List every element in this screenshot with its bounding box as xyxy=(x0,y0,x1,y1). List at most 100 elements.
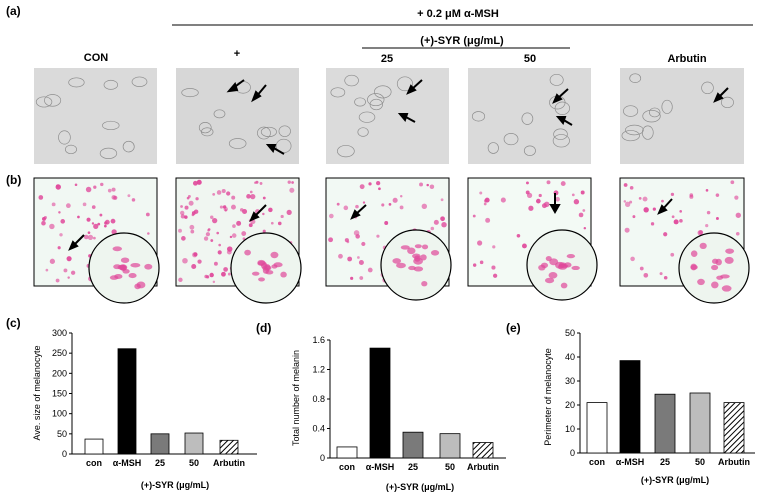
arrow-icon xyxy=(350,204,367,220)
inset-cell xyxy=(699,242,707,250)
stained-cell xyxy=(213,261,218,266)
stained-cell xyxy=(268,207,273,213)
stained-cell xyxy=(145,212,150,217)
inset-cell xyxy=(407,247,416,255)
stained-cell xyxy=(223,267,228,272)
cell-outline xyxy=(373,85,392,99)
stained-cell xyxy=(262,229,266,233)
stained-cell xyxy=(111,187,116,192)
stained-cell xyxy=(440,216,445,222)
stained-cell xyxy=(232,224,236,228)
stained-cell xyxy=(83,234,89,240)
y-tick-label: 30 xyxy=(565,376,575,386)
stained-cell xyxy=(193,209,199,214)
stained-cell xyxy=(440,198,444,202)
y-tick-label: 0.4 xyxy=(312,424,325,434)
stained-cell xyxy=(218,243,222,247)
cell-outline xyxy=(99,147,118,159)
stained-cell xyxy=(231,195,236,200)
inset-cell xyxy=(136,281,146,289)
stained-cell xyxy=(178,228,182,233)
stained-cell xyxy=(259,182,263,185)
inset-cell xyxy=(273,262,283,268)
stained-cell xyxy=(560,181,566,187)
stained-cell xyxy=(492,273,498,278)
stained-cell xyxy=(368,182,372,186)
panel-label-a: (a) xyxy=(6,4,21,18)
cell-outline xyxy=(44,94,62,107)
stained-cell xyxy=(632,215,636,219)
stained-cell xyxy=(60,219,66,224)
stained-cell xyxy=(573,199,580,205)
stained-cell xyxy=(97,222,101,226)
stained-cell xyxy=(111,195,117,200)
inset-cell xyxy=(130,262,141,268)
stained-cell xyxy=(624,201,631,207)
stained-cell xyxy=(227,272,231,276)
bar-2 xyxy=(654,393,676,454)
inset-cell xyxy=(697,278,705,286)
stained-cell xyxy=(242,209,248,215)
stained-cell xyxy=(49,223,55,230)
stained-cell xyxy=(49,258,56,264)
stained-cell xyxy=(392,197,398,203)
stained-cell xyxy=(180,205,183,208)
stained-cell xyxy=(182,257,188,264)
stained-cell xyxy=(82,202,87,207)
y-tick-label: 0.8 xyxy=(312,394,325,404)
cell-outline xyxy=(257,126,271,140)
arrow-icon xyxy=(657,198,673,215)
cell-outline xyxy=(181,88,199,98)
stained-cell xyxy=(131,198,136,202)
stained-cell xyxy=(231,204,236,210)
panel-label-b: (b) xyxy=(6,173,21,187)
y-axis-title: Total number of melanin xyxy=(291,350,301,446)
stained-cell xyxy=(399,195,403,198)
y-tick-label: 20 xyxy=(565,400,575,410)
y-tick-label: 0 xyxy=(320,453,325,463)
inset-cell xyxy=(690,264,698,270)
stained-cell xyxy=(679,219,683,223)
category-label: con xyxy=(86,458,102,468)
micrograph-a-50 xyxy=(468,68,591,164)
stained-cell xyxy=(63,268,68,273)
inset-cell xyxy=(545,255,552,262)
bar-2 xyxy=(402,431,424,459)
inset-cell xyxy=(257,261,267,267)
stained-cell xyxy=(735,212,741,218)
y-tick-label: 100 xyxy=(52,409,67,419)
stained-cell xyxy=(689,193,694,197)
category-label: α-MSH xyxy=(616,457,645,467)
category-label: 25 xyxy=(660,457,670,467)
inset-cell xyxy=(392,258,402,264)
stained-cell xyxy=(248,223,253,228)
bar-1 xyxy=(619,360,641,454)
cell-outline xyxy=(337,145,355,158)
stained-cell xyxy=(624,227,630,233)
stained-cell xyxy=(715,193,720,197)
stained-cell xyxy=(483,202,487,206)
stained-cell xyxy=(196,179,202,185)
stained-cell xyxy=(195,197,199,201)
arrow-icon xyxy=(68,234,85,251)
stained-cell xyxy=(582,209,586,212)
stained-cell xyxy=(249,190,253,194)
stained-cell xyxy=(484,197,490,203)
stained-cell xyxy=(205,232,211,237)
stained-cell xyxy=(262,196,266,200)
stained-cell xyxy=(223,206,228,212)
stained-cell xyxy=(219,205,224,209)
stained-cell xyxy=(291,181,294,184)
cell-outline xyxy=(358,111,376,123)
stained-cell xyxy=(70,270,76,275)
stained-cell xyxy=(355,204,359,209)
stained-cell xyxy=(203,236,209,241)
stained-cell xyxy=(41,220,46,226)
stained-cell xyxy=(192,180,198,186)
stained-cell xyxy=(87,231,91,234)
inset-cell xyxy=(720,274,730,279)
inset-cell xyxy=(538,264,546,271)
stained-cell xyxy=(543,201,550,208)
inset-stained-cells xyxy=(109,242,735,292)
x-axis-title: (+)-SYR (μg/mL) xyxy=(386,482,454,492)
